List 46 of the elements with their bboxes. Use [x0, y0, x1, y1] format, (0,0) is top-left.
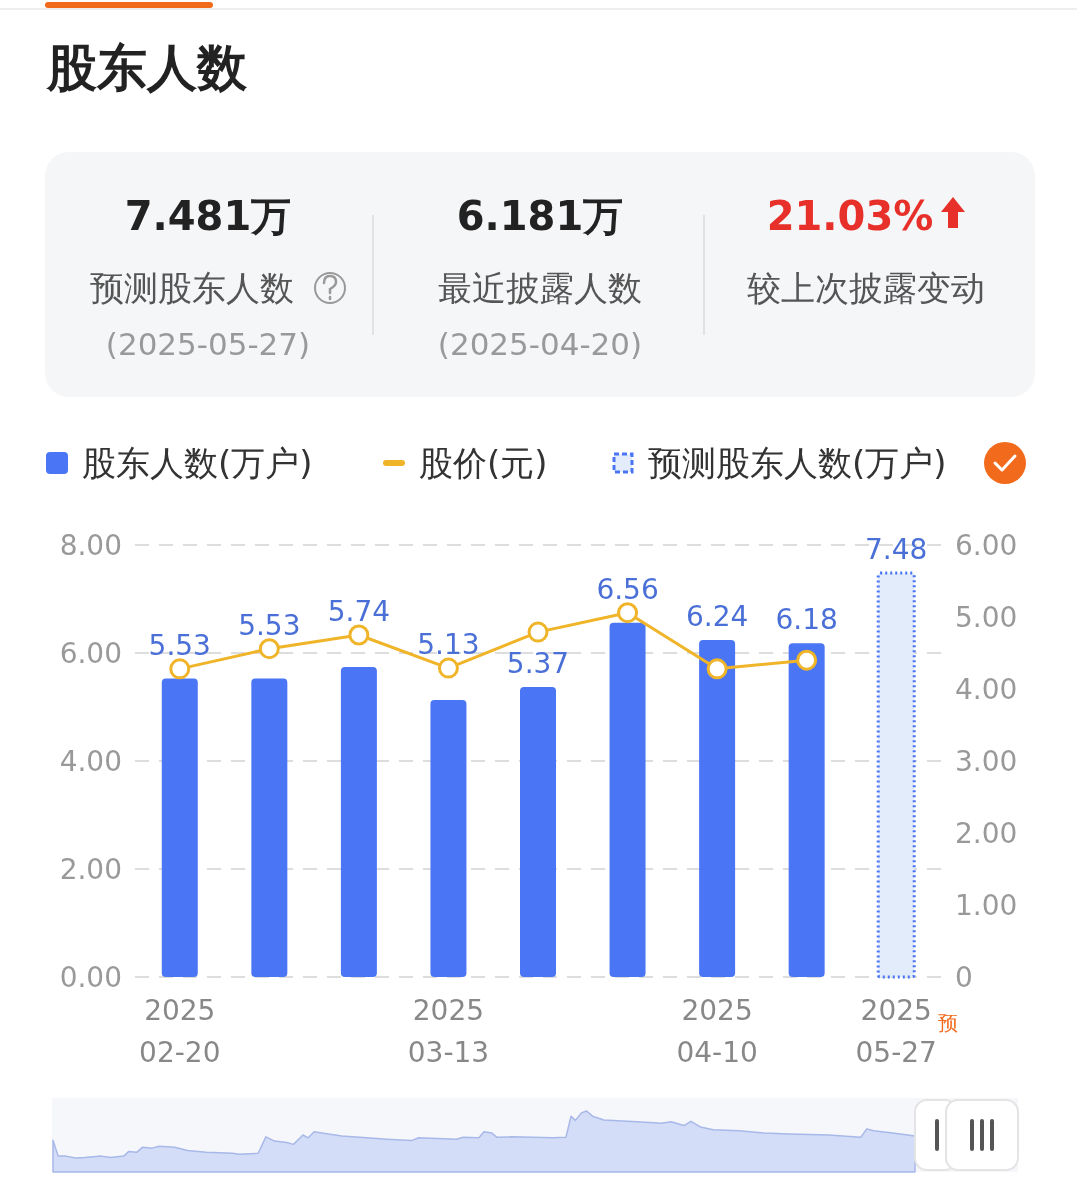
- y-tick-label: 6.00: [59, 637, 122, 670]
- point: [169, 658, 191, 680]
- text: (2025-05-27): [105, 326, 311, 362]
- text: 最近披露人数: [438, 268, 642, 308]
- point: [258, 638, 280, 660]
- point: [617, 602, 639, 624]
- text: 预测股东人数: [90, 268, 294, 308]
- y-tick-label: 8.00: [59, 529, 122, 562]
- text: 预: [938, 1011, 959, 1035]
- text: (2025-04-20): [437, 326, 643, 362]
- y-tick-label: 4.00: [59, 745, 122, 778]
- data-label: 6.18: [775, 603, 838, 637]
- text: 股东人数: [45, 39, 248, 97]
- point: [796, 649, 818, 671]
- text: 21.03%: [766, 193, 934, 239]
- y2-tick-label: 6.00: [955, 529, 1018, 562]
- legend-label: 预测股东人数(万户): [648, 443, 947, 483]
- data-label: 6.56: [596, 572, 659, 606]
- y-tick-label: 0.00: [59, 961, 122, 994]
- data-label: 5.53: [238, 608, 301, 642]
- y2-tick-label: 3.00: [955, 745, 1018, 778]
- point: [527, 621, 549, 643]
- x-tick-label: 2025 02-20: [139, 994, 221, 1069]
- y2-tick-label: 5.00: [955, 601, 1018, 634]
- data-label: 7.48: [865, 533, 928, 567]
- point: [706, 658, 728, 680]
- x-tick-label: 2025 04-10: [676, 994, 758, 1069]
- legend-label: 股价(元): [419, 443, 548, 483]
- x-tick-label: 2025 03-13: [407, 994, 490, 1069]
- text: 6.181万: [456, 193, 624, 239]
- y-tick-label: 2.00: [59, 853, 122, 886]
- data-label: 5.53: [148, 628, 211, 662]
- data-label: 5.74: [327, 595, 391, 628]
- data-label: 5.37: [506, 647, 570, 681]
- text: 7.481万: [124, 193, 292, 239]
- data-label: 5.13: [417, 628, 480, 662]
- x-tick-label: 2025 05-27: [855, 994, 937, 1069]
- point: [437, 657, 459, 679]
- legend-label: 股东人数(万户): [82, 443, 313, 483]
- text: 较上次披露变动: [747, 268, 985, 308]
- y2-tick-label: 4.00: [955, 673, 1018, 706]
- data-label: 6.24: [685, 600, 749, 634]
- y2-tick-label: 0: [955, 961, 973, 994]
- point: [348, 624, 370, 646]
- y2-tick-label: 2.00: [955, 817, 1018, 850]
- y2-tick-label: 1.00: [955, 889, 1018, 922]
